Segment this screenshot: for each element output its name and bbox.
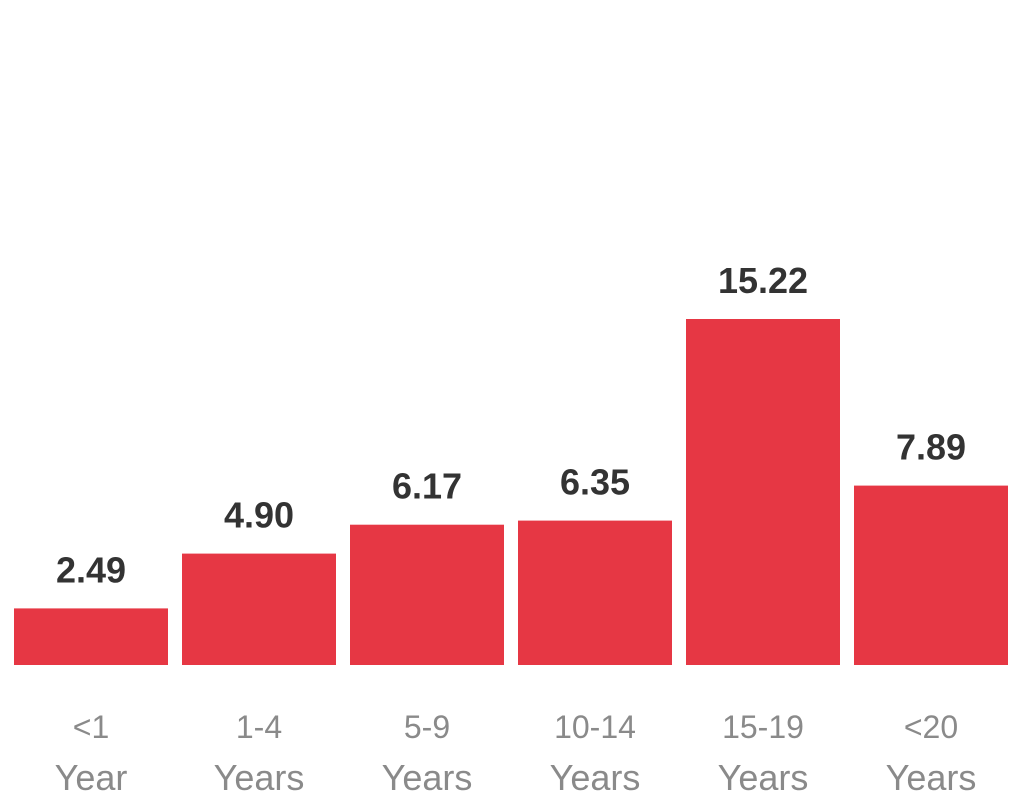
bar-5 (854, 485, 1008, 665)
category-label-2-unit: Years (382, 757, 473, 798)
category-labels-group: <1 Year 1-4 Years 5-9 Years 10-14 Years 15-19 Yea… (55, 709, 977, 798)
category-label-1-unit: Years (214, 757, 305, 798)
category-label-1-range: 1-4 (236, 709, 282, 745)
value-label-3: 6.35 (560, 462, 630, 503)
value-labels-group: 2.49 4.90 6.17 6.35 15.22 7.89 (56, 260, 966, 590)
value-label-2: 6.17 (392, 466, 462, 507)
category-label-3-unit: Years (550, 757, 641, 798)
value-label-1: 4.90 (224, 495, 294, 536)
category-label-2-range: 5-9 (404, 709, 450, 745)
category-label-0-range: <1 (73, 709, 109, 745)
bar-4 (686, 319, 840, 665)
category-label-3-range: 10-14 (554, 709, 636, 745)
category-label-4-unit: Years (718, 757, 809, 798)
category-label-0-unit: Year (55, 757, 128, 798)
bar-0 (14, 608, 168, 665)
bar-3 (518, 520, 672, 665)
category-label-5-range: <20 (904, 709, 958, 745)
category-label-4-range: 15-19 (722, 709, 804, 745)
bars-group (14, 319, 1008, 665)
category-label-5-unit: Years (886, 757, 977, 798)
bar-1 (182, 553, 336, 665)
bar-2 (350, 524, 504, 665)
value-label-0: 2.49 (56, 549, 126, 590)
value-label-5: 7.89 (896, 427, 966, 468)
value-label-4: 15.22 (718, 260, 808, 301)
